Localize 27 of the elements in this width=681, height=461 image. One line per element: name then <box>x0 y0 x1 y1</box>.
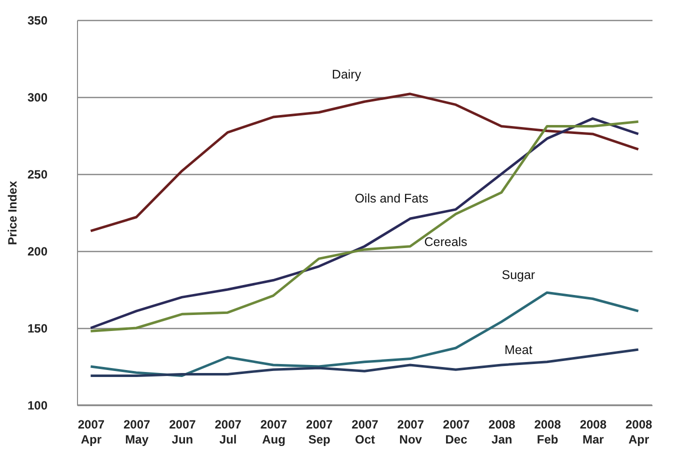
x-tick-label: 2007 Jul <box>214 418 242 446</box>
y-tick-label: 300 <box>27 90 48 104</box>
y-tick-label: 150 <box>27 322 48 336</box>
x-tick-label: 2008 Mar <box>580 418 607 446</box>
series-label: Cereals <box>424 235 468 250</box>
x-tick-label: 2007 Dec <box>442 418 470 446</box>
y-tick-label: 350 <box>27 14 48 28</box>
x-tick-label: 2007 Apr <box>78 418 105 446</box>
y-tick-label: 100 <box>27 398 48 412</box>
y-tick-label: 250 <box>27 168 48 182</box>
x-tick-label: 2007 Sep <box>306 418 334 446</box>
x-tick-label: 2007 Oct <box>352 418 379 446</box>
series-label: Oils and Fats <box>354 191 428 206</box>
x-tick-label: 2007 Nov <box>397 418 424 446</box>
x-tick-label: 2007 Aug <box>260 418 288 446</box>
y-tick-label: 200 <box>27 244 48 258</box>
x-tick-label: 2008 Feb <box>534 418 562 446</box>
line-series <box>89 92 640 232</box>
x-tick-label: 2007 Jun <box>169 418 196 446</box>
series-label: Sugar <box>502 268 536 282</box>
x-tick-label: 2008 Jan <box>488 418 516 446</box>
x-tick-label: 2007 May <box>123 418 150 446</box>
y-axis-title: Price Index <box>5 180 20 246</box>
x-tick-label: 2008 Apr <box>625 418 652 446</box>
series-label: Meat <box>504 342 533 357</box>
line-series <box>89 291 640 377</box>
series-label: Dairy <box>332 68 362 82</box>
